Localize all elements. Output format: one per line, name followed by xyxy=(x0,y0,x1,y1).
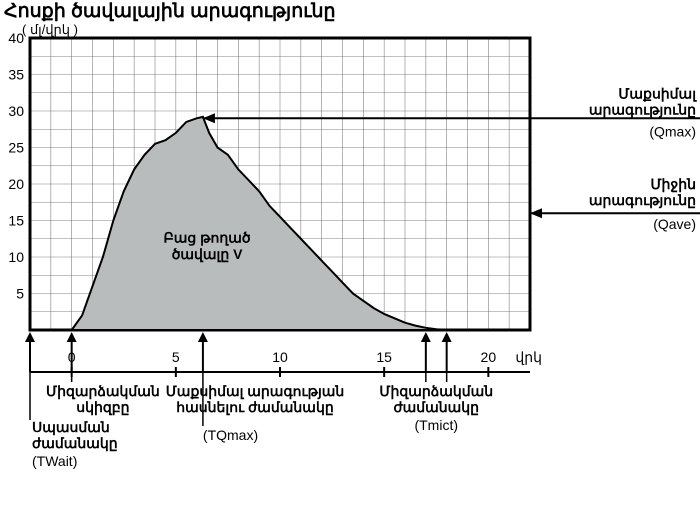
y-tick-label: 30 xyxy=(8,103,24,119)
twait-label: Սպասման xyxy=(32,419,110,436)
svg-text:(Tmict): (Tmict) xyxy=(414,417,458,433)
curve-label: Բաց թողած xyxy=(164,229,251,246)
x-tick-label: 20 xyxy=(481,349,497,365)
svg-text:(TQmax): (TQmax) xyxy=(203,427,258,443)
qmax-label: Մաքսիմալ xyxy=(618,85,697,102)
x-unit-label: վրկ xyxy=(515,349,542,365)
y-tick-label: 25 xyxy=(8,140,24,156)
chart-svg: Բաց թողածծավալը V51015202530354005101520… xyxy=(0,0,700,523)
y-tick-label: 10 xyxy=(8,249,24,265)
svg-text:ժամանակը: ժամանակը xyxy=(393,399,479,416)
x-tick-label: 15 xyxy=(376,349,392,365)
x-tick-label: 10 xyxy=(272,349,288,365)
tqmax-label: Մաքսիմալ արագության xyxy=(166,383,345,400)
svg-text:(Qmax): (Qmax) xyxy=(649,123,696,139)
start-label: Միզարձակման xyxy=(46,383,160,400)
svg-text:(TWait): (TWait) xyxy=(32,453,77,469)
y-tick-label: 5 xyxy=(16,286,24,302)
y-tick-label: 20 xyxy=(8,176,24,192)
svg-text:արագությունը: արագությունը xyxy=(589,101,696,118)
y-tick-label: 15 xyxy=(8,213,24,229)
svg-text:ծավալը V: ծավալը V xyxy=(172,246,243,263)
y-tick-label: 40 xyxy=(8,30,24,46)
svg-text:արագությունը: արագությունը xyxy=(589,192,696,209)
x-tick-label: 5 xyxy=(172,349,180,365)
qave-label: Միջին xyxy=(650,176,696,193)
svg-text:ժամանակը: ժամանակը xyxy=(32,435,118,452)
y-tick-label: 35 xyxy=(8,67,24,83)
tmict-label: Միզարձակման xyxy=(379,383,493,400)
svg-text:(Qave): (Qave) xyxy=(653,216,696,232)
svg-text:սկիզբը: սկիզբը xyxy=(76,399,129,416)
svg-text:հասնելու ժամանակը: հասնելու ժամանակը xyxy=(176,399,333,416)
